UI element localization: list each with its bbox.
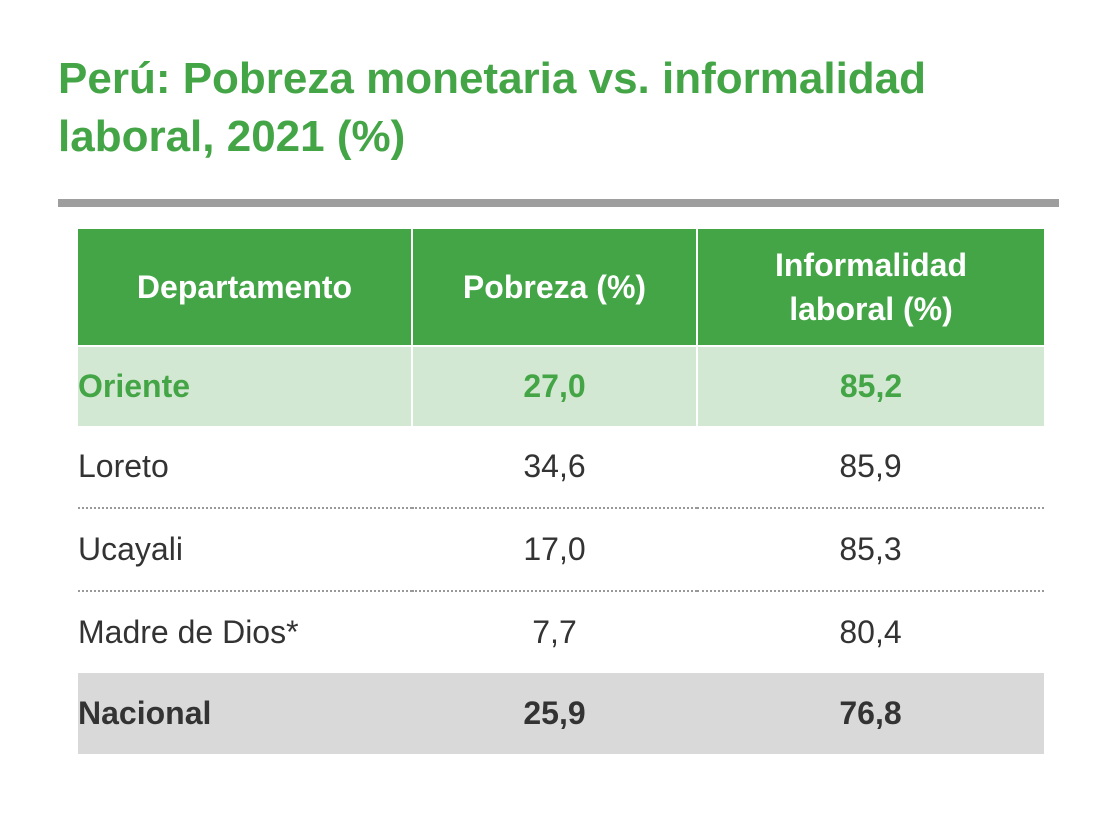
cell-pobreza: 25,9 [412,673,697,754]
cell-informalidad: 85,2 [697,345,1044,426]
cell-name: Oriente [78,345,413,426]
cell-informalidad: 85,9 [697,426,1044,509]
table-row: Loreto 34,6 85,9 [78,426,1044,509]
header-departamento: Departamento [78,229,413,346]
cell-name: Nacional [78,673,412,754]
table-row: Madre de Dios* 7,7 80,4 [78,591,1044,673]
cell-informalidad: 76,8 [697,673,1044,754]
cell-informalidad: 80,4 [839,614,902,650]
table-row-nacional: Nacional 25,9 76,8 [78,673,1044,754]
cell-informalidad: 85,3 [697,508,1044,592]
table-row-oriente: Oriente 27,0 85,2 [78,345,1044,426]
title-divider [58,199,1059,207]
cell-pobreza: 17,0 [412,508,697,592]
cell-name: Madre de Dios* [78,614,299,650]
header-pobreza: Pobreza (%) [412,229,698,346]
data-table: Departamento Pobreza (%) Informalidad la… [78,229,1044,754]
cell-pobreza: 7,7 [532,614,577,650]
cell-pobreza: 27,0 [412,345,698,426]
page-title: Perú: Pobreza monetaria vs. informalidad… [58,54,927,161]
header-informalidad: Informalidad laboral (%) [697,229,1044,346]
cell-name: Loreto [78,426,412,509]
header-row: Departamento Pobreza (%) Informalidad la… [78,229,1044,346]
table-row: Ucayali 17,0 85,3 [78,508,1044,592]
cell-pobreza: 34,6 [412,426,697,509]
cell-name: Ucayali [78,508,412,592]
